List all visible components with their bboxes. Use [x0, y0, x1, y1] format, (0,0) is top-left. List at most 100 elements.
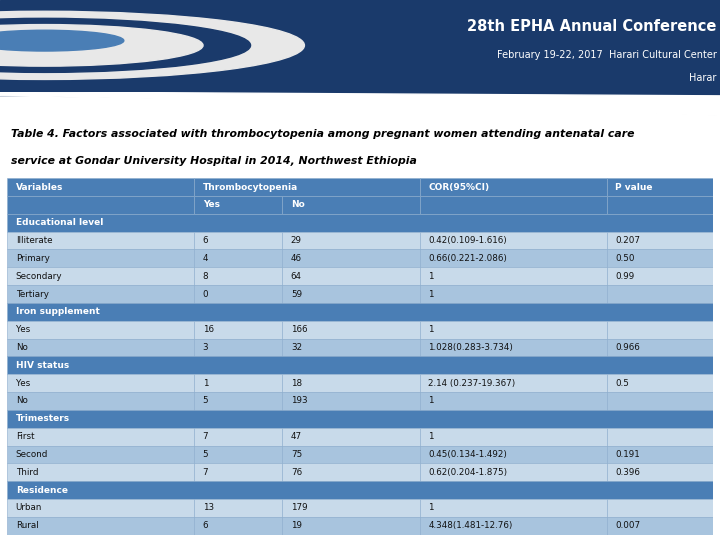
- Text: 0.66(0.221-2.086): 0.66(0.221-2.086): [428, 254, 508, 263]
- Bar: [194, 267, 282, 285]
- Bar: [7, 374, 194, 392]
- Text: 64: 64: [291, 272, 302, 281]
- Bar: [607, 178, 713, 196]
- Text: 7: 7: [202, 432, 208, 441]
- Bar: [420, 499, 607, 517]
- Text: 5: 5: [202, 396, 208, 406]
- Text: 1: 1: [428, 396, 434, 406]
- Bar: [282, 249, 420, 267]
- Circle shape: [0, 11, 305, 79]
- Text: Yes: Yes: [16, 379, 30, 388]
- Bar: [607, 446, 713, 463]
- Text: 0.191: 0.191: [616, 450, 640, 459]
- Bar: [7, 232, 194, 249]
- Text: 0.207: 0.207: [616, 236, 640, 245]
- Bar: [194, 517, 282, 535]
- Text: First: First: [16, 432, 34, 441]
- Text: 3: 3: [202, 343, 208, 352]
- Bar: [194, 285, 282, 303]
- Text: 7: 7: [202, 468, 208, 477]
- Bar: [7, 249, 194, 267]
- Bar: [420, 321, 607, 339]
- Text: February 19-22, 2017  Harari Cultural Center: February 19-22, 2017 Harari Cultural Cen…: [497, 50, 716, 60]
- Bar: [7, 410, 713, 428]
- Text: 4.348(1.481-12.76): 4.348(1.481-12.76): [428, 521, 513, 530]
- Text: service at Gondar University Hospital in 2014, Northwest Ethiopia: service at Gondar University Hospital in…: [11, 156, 417, 166]
- Bar: [7, 428, 194, 445]
- Text: 193: 193: [291, 396, 307, 406]
- Bar: [194, 249, 282, 267]
- Text: 0.42(0.109-1.616): 0.42(0.109-1.616): [428, 236, 507, 245]
- Bar: [282, 428, 420, 445]
- Text: 0.966: 0.966: [616, 343, 640, 352]
- Text: Rural: Rural: [16, 521, 38, 530]
- Text: 32: 32: [291, 343, 302, 352]
- Bar: [607, 463, 713, 481]
- Text: 1: 1: [428, 432, 434, 441]
- Bar: [420, 428, 607, 445]
- Text: 29: 29: [291, 236, 302, 245]
- Bar: [7, 446, 194, 463]
- Text: 0.396: 0.396: [616, 468, 640, 477]
- Bar: [7, 499, 194, 517]
- Bar: [420, 267, 607, 285]
- Bar: [420, 463, 607, 481]
- Bar: [282, 517, 420, 535]
- Bar: [607, 392, 713, 410]
- Bar: [282, 463, 420, 481]
- Text: 6: 6: [202, 236, 208, 245]
- Text: Illiterate: Illiterate: [16, 236, 52, 245]
- Bar: [607, 374, 713, 392]
- Bar: [194, 374, 282, 392]
- Text: Residence: Residence: [16, 485, 68, 495]
- Bar: [7, 321, 194, 339]
- Bar: [194, 196, 282, 214]
- Text: 19: 19: [291, 521, 302, 530]
- Text: 0.62(0.204-1.875): 0.62(0.204-1.875): [428, 468, 508, 477]
- Text: Urban: Urban: [16, 503, 42, 512]
- Bar: [607, 196, 713, 214]
- Bar: [7, 285, 194, 303]
- Bar: [607, 285, 713, 303]
- Bar: [282, 446, 420, 463]
- Bar: [420, 517, 607, 535]
- Bar: [194, 446, 282, 463]
- Circle shape: [0, 4, 361, 87]
- Text: 1.028(0.283-3.734): 1.028(0.283-3.734): [428, 343, 513, 352]
- Bar: [282, 374, 420, 392]
- Circle shape: [0, 30, 124, 51]
- Bar: [194, 499, 282, 517]
- Text: 47: 47: [291, 432, 302, 441]
- Text: Yes: Yes: [202, 200, 220, 210]
- Bar: [282, 499, 420, 517]
- Bar: [7, 356, 713, 374]
- Text: Iron supplement: Iron supplement: [16, 307, 99, 316]
- Text: 0.50: 0.50: [616, 254, 635, 263]
- Text: No: No: [16, 396, 27, 406]
- Text: 76: 76: [291, 468, 302, 477]
- Bar: [420, 249, 607, 267]
- Bar: [7, 303, 713, 321]
- Text: 0.5: 0.5: [616, 379, 629, 388]
- Text: 8: 8: [202, 272, 208, 281]
- Bar: [282, 339, 420, 356]
- Bar: [282, 267, 420, 285]
- Circle shape: [0, 25, 203, 66]
- Text: COR(95%CI): COR(95%CI): [428, 183, 490, 192]
- Bar: [194, 232, 282, 249]
- Bar: [282, 392, 420, 410]
- Bar: [420, 374, 607, 392]
- Bar: [282, 321, 420, 339]
- Bar: [7, 267, 194, 285]
- Text: 166: 166: [291, 325, 307, 334]
- Bar: [282, 285, 420, 303]
- Text: 0.45(0.134-1.492): 0.45(0.134-1.492): [428, 450, 508, 459]
- Circle shape: [0, 18, 251, 72]
- Bar: [607, 249, 713, 267]
- Bar: [420, 232, 607, 249]
- Text: Tertiary: Tertiary: [16, 289, 48, 299]
- Bar: [7, 214, 713, 232]
- Text: No: No: [291, 200, 305, 210]
- Text: Primary: Primary: [16, 254, 50, 263]
- Bar: [194, 178, 420, 196]
